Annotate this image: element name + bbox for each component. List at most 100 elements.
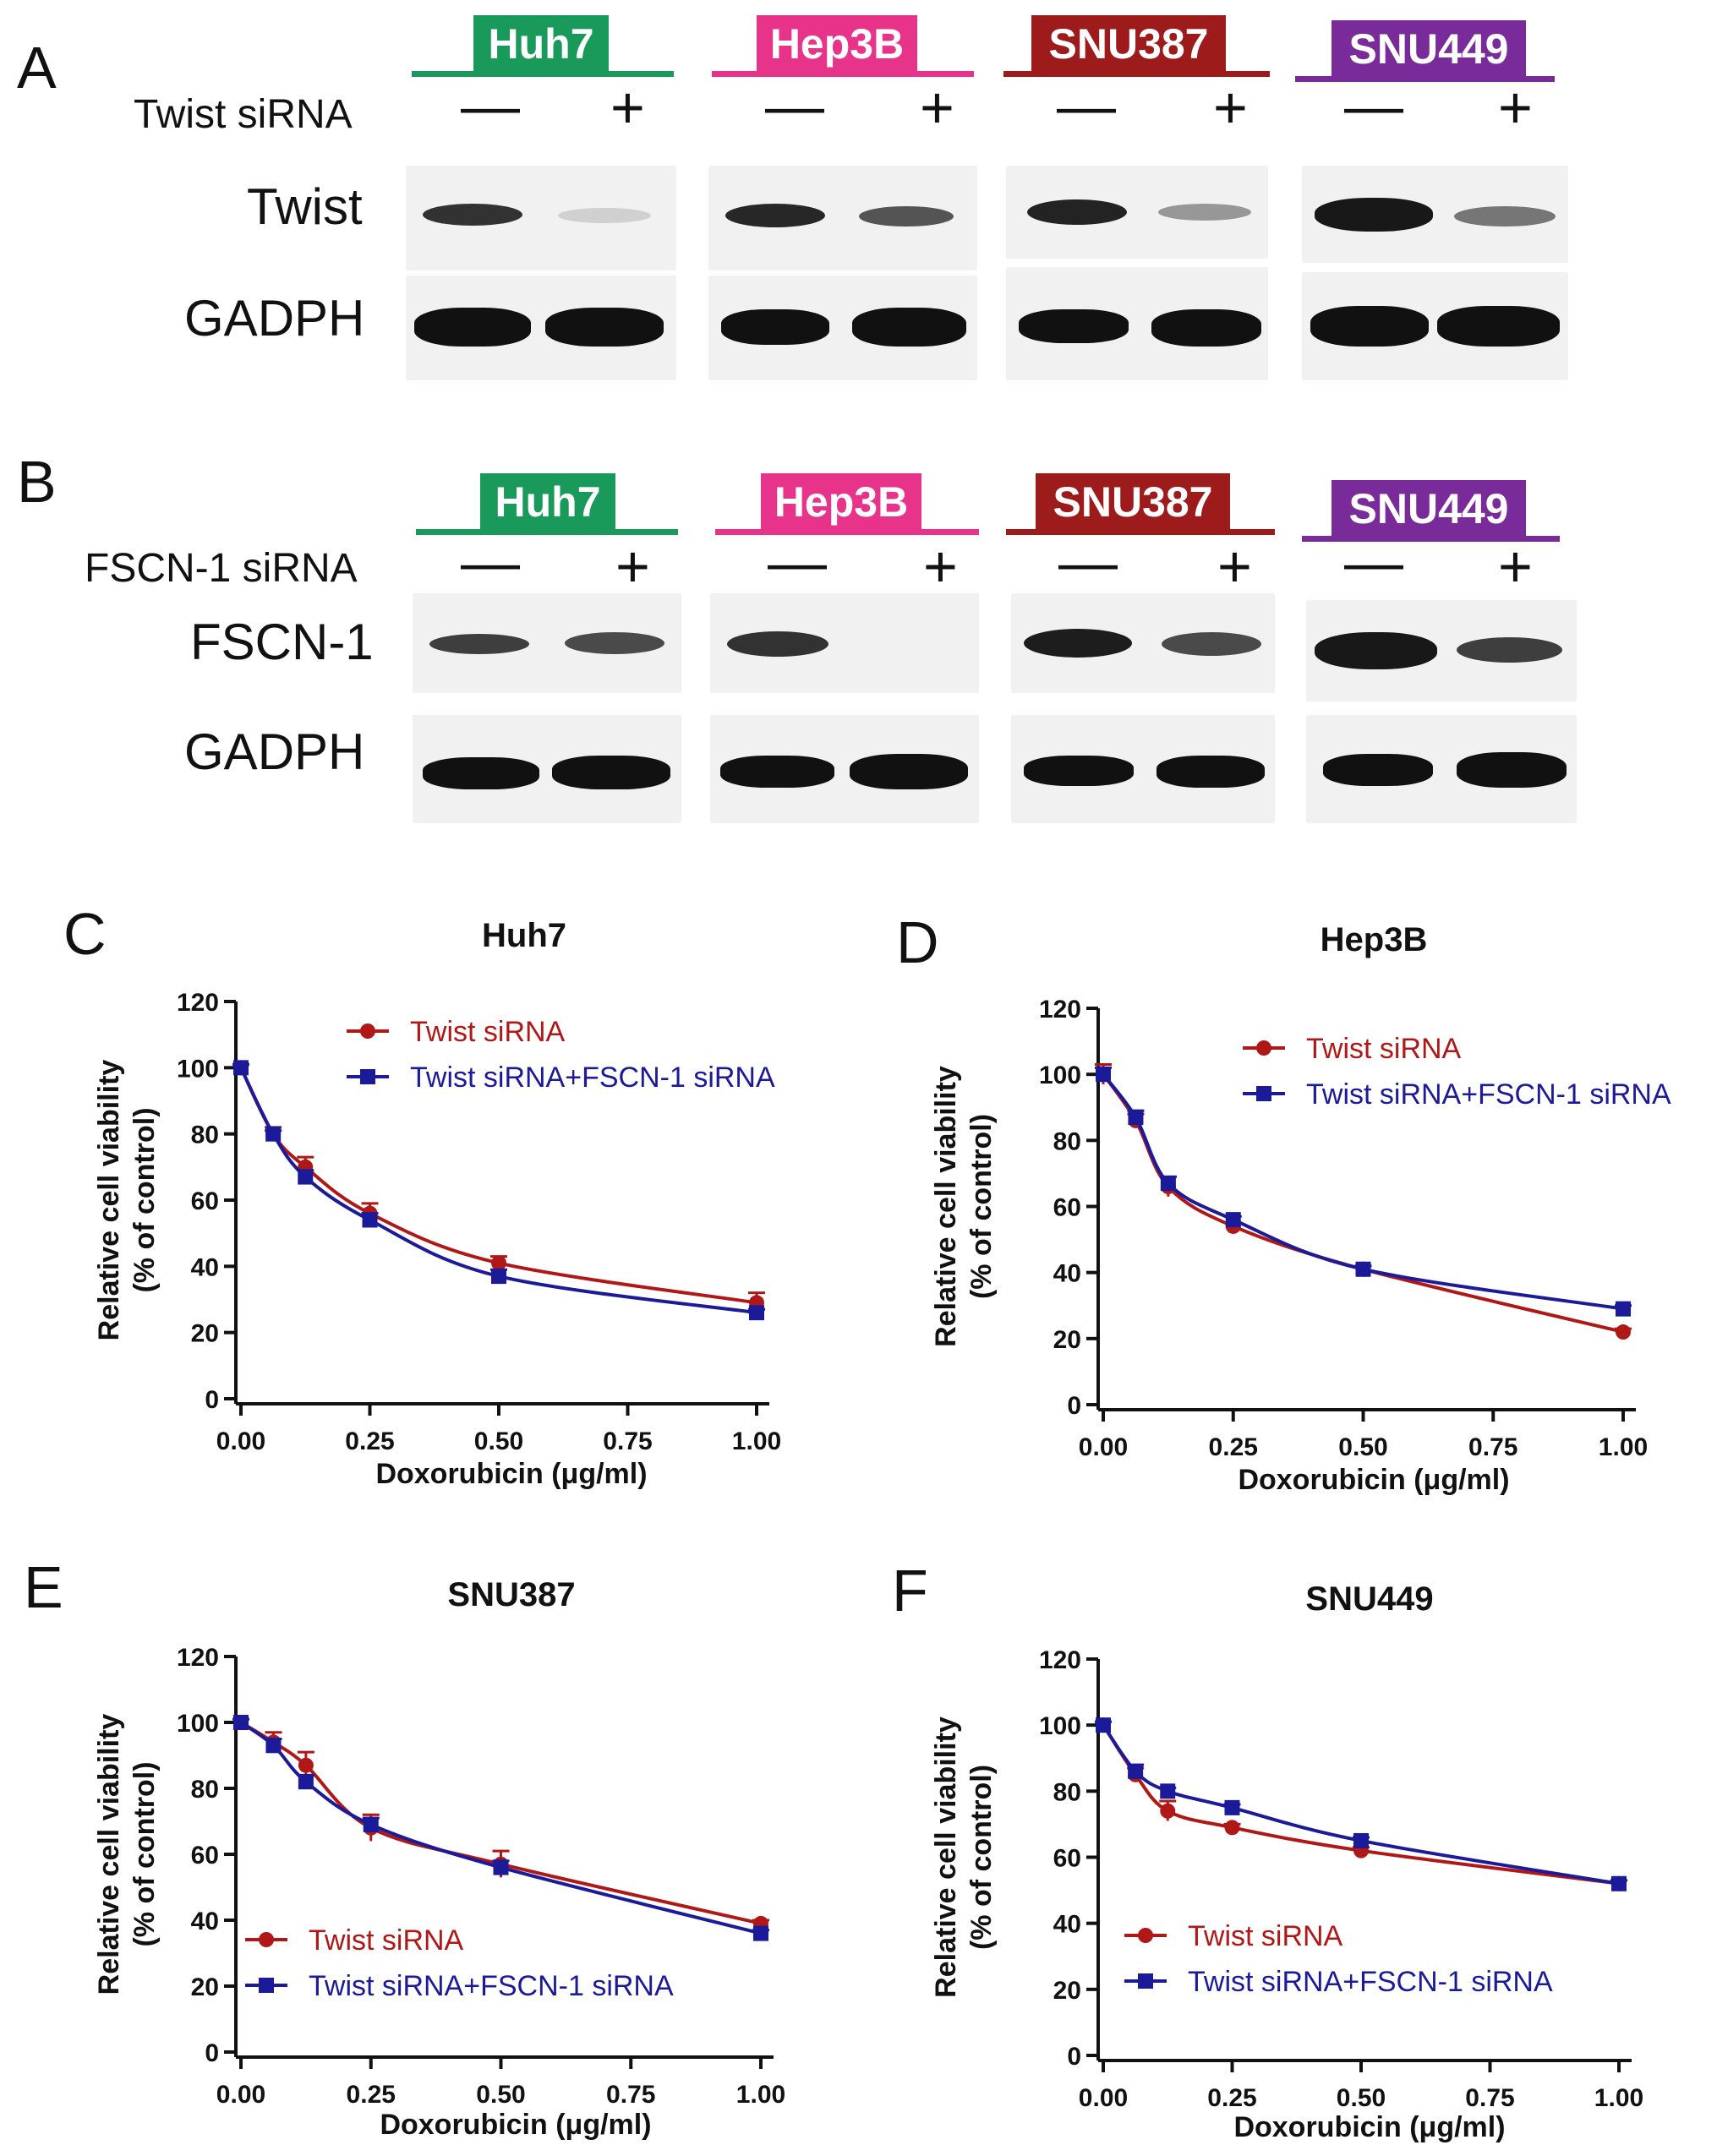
series-line-twist-fscn1 [1102,1724,1620,1886]
x-tick-label: 1.00 [732,1427,781,1455]
y-tick-label: 0 [1067,2043,1081,2071]
cell-line-underline-huh7-b [416,529,678,535]
data-point [491,1255,506,1271]
y-axis-label: Relative cell viability [93,1714,125,1995]
blot-gadph-huh7-b [413,715,681,823]
y-tick-label: 80 [191,1776,219,1804]
y-tick-label: 100 [1039,1062,1081,1089]
sign-minus: — [768,529,827,595]
y-tick-label: 60 [1053,1194,1081,1222]
y-axis-label: (% of control) [129,1761,161,1946]
sign-plus: + [1217,533,1252,599]
sign-plus: + [920,74,954,140]
y-axis-label: (% of control) [129,1107,161,1292]
y-axis-label: (% of control) [965,1765,998,1950]
x-tick-label: 0.25 [1209,1433,1258,1461]
y-axis-label: Relative cell viability [93,1060,125,1341]
x-tick-label: 0.75 [603,1427,652,1455]
protein-gadph-label: GADPH [184,290,365,347]
x-tick-label: 0.00 [216,1427,265,1455]
blot-gadph-hep3b-a [708,276,977,380]
band [1019,309,1129,343]
sign-plus: + [1498,74,1533,140]
band [1457,752,1567,788]
y-tick-label: 0 [1067,1392,1081,1420]
protein-gadph-label-b: GADPH [184,723,365,780]
legend-marker [360,1069,375,1084]
data-point [233,1715,249,1730]
chart-title: SNU449 [1305,1580,1433,1618]
band [727,631,828,657]
x-tick-label: 0.00 [1079,2084,1128,2112]
x-tick-label: 0.50 [1337,2084,1386,2112]
band [725,204,825,227]
legend-marker [1256,1086,1271,1101]
legend-label: Twist siRNA+FSCN-1 siRNA [1306,1078,1671,1111]
band [414,308,531,347]
sign-plus: + [923,533,958,599]
y-tick-label: 120 [1039,1646,1081,1674]
blot-fscn1-snu387 [1011,593,1275,693]
blot-fscn1-hep3b [710,593,979,693]
blot-twist-huh7 [406,166,676,270]
cell-line-underline-snu449-a [1295,76,1555,82]
series-line-twist [239,1721,762,1925]
legend-label: Twist siRNA+FSCN-1 siRNA [410,1062,775,1094]
data-point [493,1859,509,1875]
band [558,208,651,223]
x-tick-label: 0.25 [345,1427,394,1455]
legend-label: Twist siRNA+FSCN-1 siRNA [1188,1966,1553,1998]
cell-line-underline-huh7-a [412,71,674,77]
x-tick-label: 0.50 [474,1427,523,1455]
x-tick-label: 0.00 [1079,1433,1128,1461]
legend-marker [1138,1973,1153,1989]
data-point [491,1269,506,1285]
band [850,754,968,789]
sign-minus: — [461,529,520,595]
blot-fscn1-snu449 [1306,600,1577,701]
cell-line-underline-hep3b-b [715,529,979,535]
band [852,308,966,347]
cell-line-huh7-a: Huh7 [473,15,609,73]
y-tick-label: 20 [191,1973,219,2001]
series-line-twist [1102,1724,1620,1886]
y-tick-label: 0 [205,2039,219,2067]
y-tick-label: 40 [191,1908,219,1935]
band [423,757,539,789]
chart-title: SNU387 [447,1576,575,1613]
cell-line-hep3b-b: Hep3B [761,473,921,531]
data-point [1616,1324,1631,1340]
y-tick-label: 80 [1053,1778,1081,1806]
legend-marker [360,1023,375,1039]
data-point [298,1757,314,1773]
x-axis-label: Doxorubicin (μg/ml) [375,1458,647,1490]
band [1457,637,1562,663]
cell-line-snu387-a: SNU387 [1031,15,1226,73]
band [1157,756,1265,788]
protein-twist-label: Twist [247,178,363,235]
data-point [265,1738,282,1754]
x-tick-label: 0.75 [1468,1433,1517,1461]
band [1162,632,1261,656]
legend-label: Twist siRNA [309,1924,464,1957]
y-tick-label: 100 [177,1055,219,1083]
series-line-twist [1102,1073,1624,1334]
chart-title: Hep3B [1321,921,1428,958]
sign-plus: + [610,74,645,140]
panel-letter-f: F [892,1558,928,1624]
panel-letter-d: D [896,909,939,975]
y-tick-label: 120 [177,1644,219,1672]
legend-marker [259,1978,274,1993]
data-point [363,1816,379,1832]
band [545,308,664,347]
band [1027,199,1127,225]
band [552,756,670,789]
y-tick-label: 20 [191,1320,219,1348]
data-point [1096,1717,1111,1733]
panel-letter-a: A [17,35,57,101]
y-axis-label: Relative cell viability [930,1717,962,1998]
blot-gadph-snu449-a [1302,272,1568,380]
y-tick-label: 40 [1053,1260,1081,1288]
sign-minus: — [1058,529,1118,595]
